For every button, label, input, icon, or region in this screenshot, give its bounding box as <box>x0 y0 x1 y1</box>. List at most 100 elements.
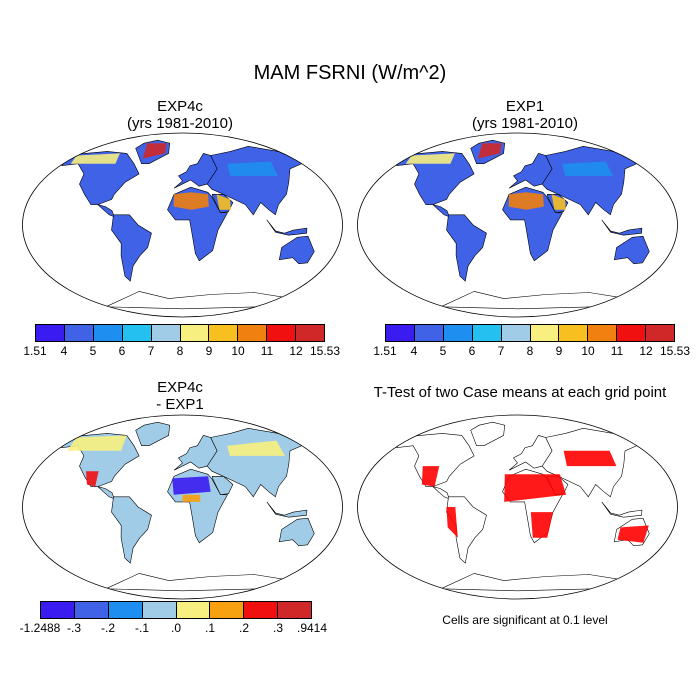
panel1-map <box>20 130 345 320</box>
map-outline <box>357 132 678 318</box>
field-patch <box>182 494 201 502</box>
continent-europe <box>508 435 553 471</box>
colorbar-swatch <box>296 325 325 341</box>
field-patch <box>67 435 127 451</box>
continent-greenland <box>470 421 506 446</box>
continent-indonesia <box>266 219 308 236</box>
panel1-title-line2: (yrs 1981-2010) <box>127 115 233 132</box>
colorbar-swatches <box>385 324 675 342</box>
continent-samerica <box>111 214 152 282</box>
colorbar-swatch <box>588 325 618 341</box>
significance-note: Cells are significant at 0.1 level <box>442 613 608 627</box>
colorbar-swatch <box>559 325 589 341</box>
continent-australia <box>278 235 315 265</box>
continent-greenland <box>135 421 171 446</box>
panel2-title: EXP1 (yrs 1981-2010) <box>405 98 645 132</box>
colorbar-swatch <box>386 325 415 341</box>
colorbar-swatch <box>210 602 245 618</box>
field-patch <box>86 471 99 487</box>
field-patch <box>446 507 458 538</box>
field-patch <box>172 476 211 495</box>
field-patch <box>563 450 617 467</box>
colorbar-swatch <box>122 325 152 341</box>
colorbar-swatch <box>414 325 444 341</box>
field-patch <box>477 143 502 159</box>
colorbar-tick-label: 5 <box>89 344 97 358</box>
continent-antarctica <box>440 291 628 310</box>
colorbar-tick-label: 11 <box>610 344 624 358</box>
colorbar-tick-label: .9414 <box>296 621 328 635</box>
colorbar-tick-label: 6 <box>118 344 126 358</box>
colorbar-swatch <box>36 325 65 341</box>
continent-australia <box>278 517 315 547</box>
colorbar-tick-label: 8 <box>526 344 534 358</box>
field-patch <box>142 143 167 159</box>
colorbar-swatch <box>267 325 297 341</box>
colorbar-swatch <box>176 602 211 618</box>
colorbar-tick-label: 1.51 <box>23 344 47 358</box>
panel3-title: EXP4c - EXP1 <box>60 379 300 413</box>
colorbar-tick-label: .2 <box>238 621 250 635</box>
panel3-title-line2: - EXP1 <box>156 396 204 413</box>
colorbar-swatch <box>244 602 279 618</box>
colorbar-tick-label: .3 <box>272 621 284 635</box>
colorbar-swatch <box>209 325 239 341</box>
colorbar-tick-label: -.2 <box>100 621 116 635</box>
continent-namerica <box>396 151 475 205</box>
continent-indonesia <box>266 501 308 518</box>
colorbar-swatch <box>93 325 123 341</box>
colorbar-tick-label: 9 <box>555 344 563 358</box>
field-patch <box>70 153 120 164</box>
continent-indonesia <box>601 501 643 518</box>
colorbar-tick-label: 15.53 <box>309 344 341 358</box>
continent-europe <box>173 153 218 189</box>
colorbar-swatch <box>646 325 675 341</box>
continent-antarctica <box>105 291 293 310</box>
colorbar-tick-label: 4 <box>410 344 418 358</box>
colorbar-tick-label: .1 <box>204 621 216 635</box>
colorbar-swatch <box>41 602 75 618</box>
continent-camerica <box>97 204 115 218</box>
colorbar-swatches <box>35 324 325 342</box>
continent-europe <box>508 153 553 189</box>
field-patch <box>508 192 544 210</box>
colorbar-tick-label: 10 <box>581 344 595 358</box>
continent-namerica <box>61 151 140 205</box>
colorbar-tick-label: -.1 <box>134 621 150 635</box>
colorbar-swatch <box>278 602 311 618</box>
main-title: MAM FSRNI (W/m^2) <box>253 62 447 84</box>
panel2-title-line2: (yrs 1981-2010) <box>472 115 578 132</box>
panel1-title-line1: EXP4c <box>157 98 203 115</box>
colorbar-tick-label: 4 <box>60 344 68 358</box>
colorbar-tick-label: 10 <box>231 344 245 358</box>
continent-antarctica <box>105 573 293 592</box>
panel4-title: T-Test of two Case means at each grid po… <box>373 384 667 401</box>
colorbar-swatch <box>443 325 473 341</box>
continent-europe <box>173 435 218 471</box>
colorbar-tick-label: 8 <box>176 344 184 358</box>
field-patch <box>421 466 440 487</box>
field-patch <box>216 194 231 210</box>
map-outline <box>22 414 343 600</box>
colorbar-swatch <box>64 325 94 341</box>
colorbar-tick-label: 15.53 <box>659 344 691 358</box>
panel3-title-line1: EXP4c <box>157 379 203 396</box>
continent-samerica <box>111 496 152 564</box>
panel2-title-line1: EXP1 <box>505 98 545 115</box>
colorbar-tick-label: -1.2488 <box>19 621 61 635</box>
colorbar-tick-label: 11 <box>260 344 274 358</box>
continent-antarctica <box>440 573 628 592</box>
panel3-colorbar: -1.2488 -.3 -.2 -.1 .0 .1 .2 .3 .9414 <box>20 601 327 635</box>
field-patch <box>227 161 278 176</box>
colorbar-swatches <box>40 601 312 619</box>
colorbar-swatch <box>238 325 268 341</box>
colorbar-swatch <box>501 325 531 341</box>
colorbar-swatch <box>151 325 181 341</box>
field-patch <box>227 440 285 456</box>
panel3-map <box>20 412 345 602</box>
colorbar-tick-label: .0 <box>170 621 182 635</box>
panel2-colorbar: 1.51 4 5 6 7 8 9 10 11 12 15.53 <box>373 324 690 358</box>
field-patch <box>551 194 566 210</box>
continent-australia <box>613 235 650 265</box>
field-patch <box>405 153 455 164</box>
